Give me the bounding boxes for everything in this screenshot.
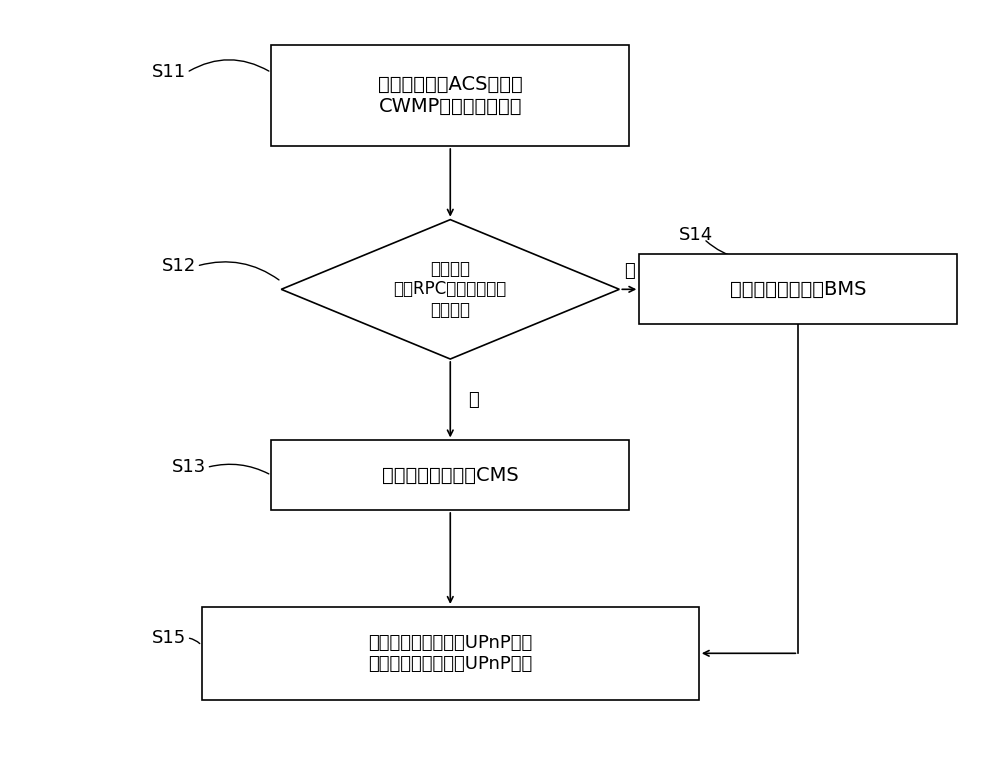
Polygon shape <box>281 220 619 359</box>
Text: 是: 是 <box>468 391 479 409</box>
Text: 否: 否 <box>624 262 635 280</box>
Text: S14: S14 <box>679 226 713 244</box>
FancyBboxPatch shape <box>271 441 629 510</box>
Text: S15: S15 <box>152 629 186 647</box>
FancyBboxPatch shape <box>202 607 699 700</box>
Text: S11: S11 <box>152 63 186 81</box>
Text: 家庭网关收到ACS发送的
CWMP协议的请求报文: 家庭网关收到ACS发送的 CWMP协议的请求报文 <box>378 75 523 116</box>
Text: S12: S12 <box>162 257 196 275</box>
Text: 请求报文
中的RPC方法是否操作
数据模型: 请求报文 中的RPC方法是否操作 数据模型 <box>394 260 507 319</box>
FancyBboxPatch shape <box>271 45 629 146</box>
Text: 将请求报文转换为BMS: 将请求报文转换为BMS <box>730 280 867 299</box>
Text: 转换后的命令封装成UPnP协议
报文，发送给终端的UPnP设备: 转换后的命令封装成UPnP协议 报文，发送给终端的UPnP设备 <box>368 634 532 672</box>
FancyBboxPatch shape <box>639 254 957 324</box>
Text: S13: S13 <box>172 459 206 477</box>
Text: 将请求报文转换为CMS: 将请求报文转换为CMS <box>382 466 519 484</box>
